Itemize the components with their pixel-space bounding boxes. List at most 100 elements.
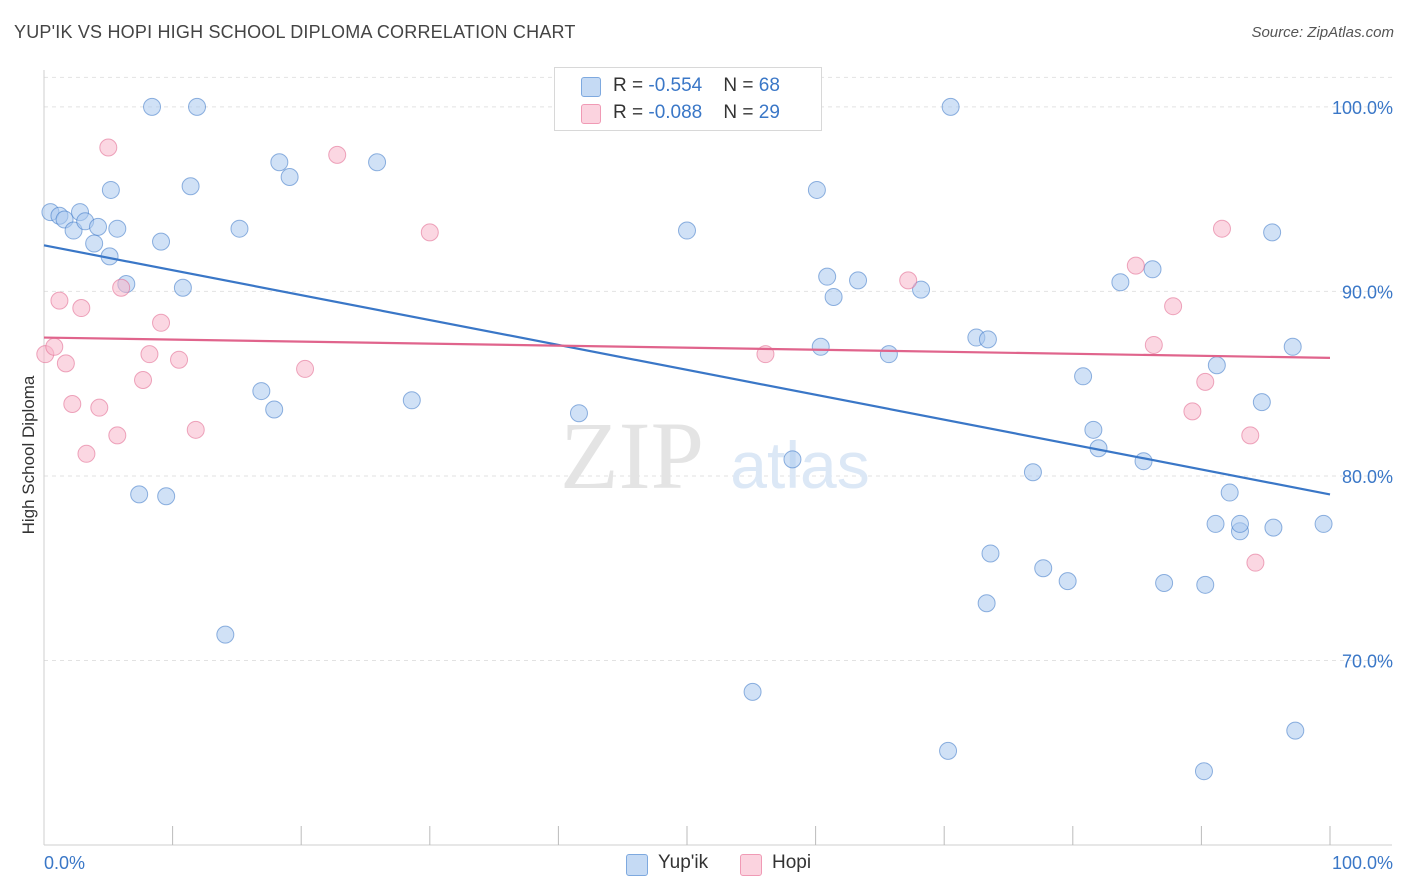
source-label: Source: ZipAtlas.com (1251, 24, 1394, 41)
data-point (1207, 356, 1226, 375)
legend-r-value-hopi: -0.088 (648, 102, 703, 123)
data-point (1126, 256, 1145, 275)
axes (43, 70, 1392, 846)
data-point (402, 391, 421, 410)
data-point (63, 394, 82, 413)
data-point (977, 594, 996, 613)
data-point (1111, 273, 1130, 292)
x-tick-label-max: 100.0% (1332, 853, 1393, 873)
legend-r-value-yupik: -0.554 (648, 75, 703, 96)
data-point (1252, 393, 1271, 412)
data-point (181, 177, 200, 196)
data-point (134, 371, 153, 389)
data-point (173, 278, 192, 297)
data-point (941, 97, 960, 116)
legend-swatch-hopi (581, 104, 601, 124)
data-point (230, 219, 249, 238)
series-yupik (41, 97, 1333, 781)
data-point (1246, 553, 1265, 572)
data-point (270, 153, 289, 172)
data-point (1196, 372, 1215, 391)
trend-line-hopi (43, 336, 1331, 359)
data-point (328, 145, 347, 164)
data-point (811, 337, 830, 356)
data-point (783, 450, 802, 469)
legend-swatch-yupik (581, 77, 601, 97)
data-point (978, 330, 997, 349)
series-hopi (36, 138, 1265, 572)
data-point (1034, 559, 1053, 578)
data-point (1230, 514, 1249, 533)
data-point (912, 280, 931, 299)
data-point (1220, 483, 1239, 502)
data-point (252, 382, 271, 401)
trend-line-yupik (43, 244, 1331, 496)
legend-n-value-hopi: 29 (758, 102, 780, 123)
data-point (216, 625, 235, 644)
data-point (1144, 335, 1163, 354)
watermark: ZIP atlas (560, 402, 870, 509)
legend-n-label: N = (723, 102, 759, 123)
correlation-legend: R = -0.554 N = 68 R = -0.088 N = 29 (554, 67, 822, 131)
data-point (85, 234, 104, 253)
data-point (157, 487, 176, 506)
legend-r-label: R = (613, 102, 649, 123)
data-point (50, 291, 69, 310)
x-tick-label-min: 0.0% (44, 853, 85, 873)
data-point (89, 217, 108, 236)
watermark-atlas: atlas (730, 428, 869, 502)
data-point (824, 287, 843, 306)
data-point (143, 97, 162, 116)
data-point (108, 426, 127, 445)
data-point (77, 444, 96, 463)
data-point (818, 267, 837, 286)
data-point (99, 138, 118, 157)
y-tick-label: 100.0% (1332, 98, 1393, 118)
bottom-legend-swatch-yupik (626, 854, 648, 876)
data-points (36, 97, 1333, 781)
data-point (170, 350, 189, 369)
data-point (108, 219, 127, 238)
data-point (152, 232, 171, 251)
data-point (1286, 721, 1305, 740)
legend-r-label: R = (613, 75, 649, 96)
data-point (186, 420, 205, 439)
data-point (101, 180, 120, 199)
y-axis-label: High School Diploma (19, 375, 38, 534)
data-point (1134, 452, 1153, 471)
data-point (678, 221, 696, 240)
data-point (1143, 260, 1162, 279)
data-point (265, 400, 284, 419)
data-point (1212, 219, 1231, 238)
data-point (939, 741, 958, 760)
data-point (807, 180, 826, 199)
data-point (1241, 426, 1260, 445)
data-point (140, 345, 159, 364)
bottom-legend-label-hopi: Hopi (772, 852, 812, 873)
legend-n-label: N = (723, 75, 759, 96)
data-point (569, 404, 588, 423)
data-point (1206, 514, 1225, 533)
data-point (879, 345, 898, 364)
data-point (1194, 762, 1213, 781)
data-point (1058, 572, 1077, 591)
data-point (112, 278, 131, 297)
bottom-legend-swatch-hopi (740, 854, 762, 876)
data-point (296, 359, 315, 378)
data-point (45, 337, 64, 356)
data-point (188, 97, 207, 116)
data-point (1023, 463, 1042, 482)
data-point (849, 271, 868, 290)
data-point (1074, 367, 1093, 386)
data-point (368, 153, 387, 172)
data-point (1314, 514, 1333, 533)
y-tick-label: 90.0% (1342, 282, 1393, 302)
data-point (1183, 402, 1202, 421)
data-point (1155, 573, 1174, 592)
data-point (130, 485, 149, 504)
bottom-legend-label-yupik: Yup'ik (658, 852, 709, 873)
data-point (743, 682, 762, 701)
data-point (72, 299, 91, 318)
chart-title: YUP'IK VS HOPI HIGH SCHOOL DIPLOMA CORRE… (14, 22, 576, 42)
